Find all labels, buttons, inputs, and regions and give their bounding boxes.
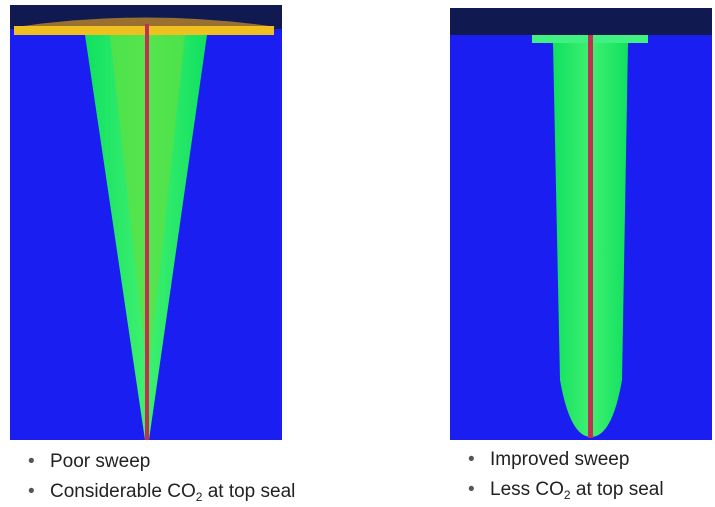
bullet-text: at top seal [202, 481, 296, 502]
bullet: Less CO2 at top seal [468, 475, 664, 505]
bullet-text: Poor sweep [50, 451, 151, 472]
bullet-text: Improved sweep [490, 449, 630, 470]
well [145, 24, 149, 440]
dome [16, 17, 276, 27]
bullet: Poor sweep [28, 447, 295, 477]
top-seal [450, 8, 712, 35]
bullet-text: Less CO [490, 479, 564, 500]
subscript: 2 [195, 490, 203, 504]
yellow-band [14, 26, 274, 35]
well [588, 35, 593, 438]
left-bullets: Poor sweep Considerable CO2 at top seal [28, 447, 295, 507]
right-bullets: Improved sweep Less CO2 at top seal [468, 445, 664, 505]
subscript: 2 [563, 488, 571, 502]
left-panel [10, 5, 282, 440]
right-panel [450, 8, 712, 440]
bullet: Considerable CO2 at top seal [28, 477, 295, 507]
bullet-text: Considerable CO [50, 481, 196, 502]
bullet: Improved sweep [468, 445, 664, 475]
bullet-text: at top seal [570, 479, 664, 500]
